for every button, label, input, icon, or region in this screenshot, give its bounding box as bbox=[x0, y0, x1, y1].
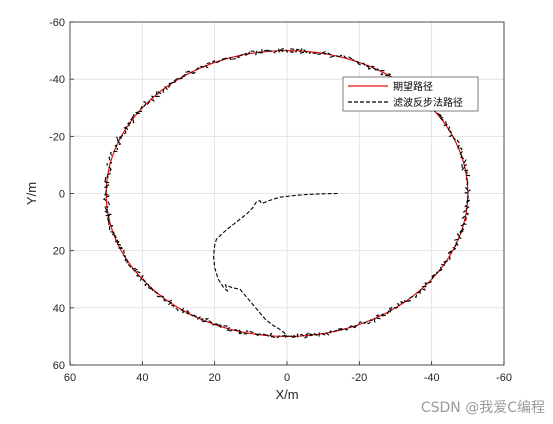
x-tick-label: 60 bbox=[64, 372, 76, 384]
legend-label-desired-path: 期望路径 bbox=[393, 80, 433, 93]
legend-label-backstepping-path: 滤波反步法路径 bbox=[393, 96, 463, 109]
x-tick-label: -40 bbox=[424, 372, 440, 384]
y-tick-labels: -60 -40 -20 0 20 40 60 bbox=[49, 17, 74, 372]
plot-area bbox=[102, 47, 471, 340]
series-backstepping-path bbox=[102, 47, 471, 340]
legend-box bbox=[342, 76, 479, 112]
y-tick-label: 60 bbox=[53, 360, 65, 372]
y-axis-label: Y/m bbox=[24, 182, 39, 205]
x-tick-label: 20 bbox=[209, 372, 221, 384]
x-axis-label: X/m bbox=[275, 387, 298, 402]
x-tick-label: -20 bbox=[351, 372, 367, 384]
y-tick-label: -20 bbox=[49, 131, 65, 143]
y-tick-label: 20 bbox=[53, 246, 65, 258]
legend: 期望路径 滤波反步法路径 bbox=[342, 76, 479, 112]
grid-lines bbox=[69, 21, 505, 366]
x-tick-label: 0 bbox=[284, 372, 290, 384]
y-tick-label: -40 bbox=[49, 74, 65, 86]
x-tick-label: 40 bbox=[136, 372, 148, 384]
watermark-text: CSDN @我爱C编程 bbox=[421, 400, 545, 416]
x-tick-labels: 60 40 20 0 -20 -40 -60 bbox=[64, 361, 512, 384]
x-tick-label: -60 bbox=[496, 372, 512, 384]
y-tick-label: 40 bbox=[53, 303, 65, 315]
y-tick-label: 0 bbox=[59, 189, 65, 201]
y-tick-label: -60 bbox=[49, 17, 65, 29]
